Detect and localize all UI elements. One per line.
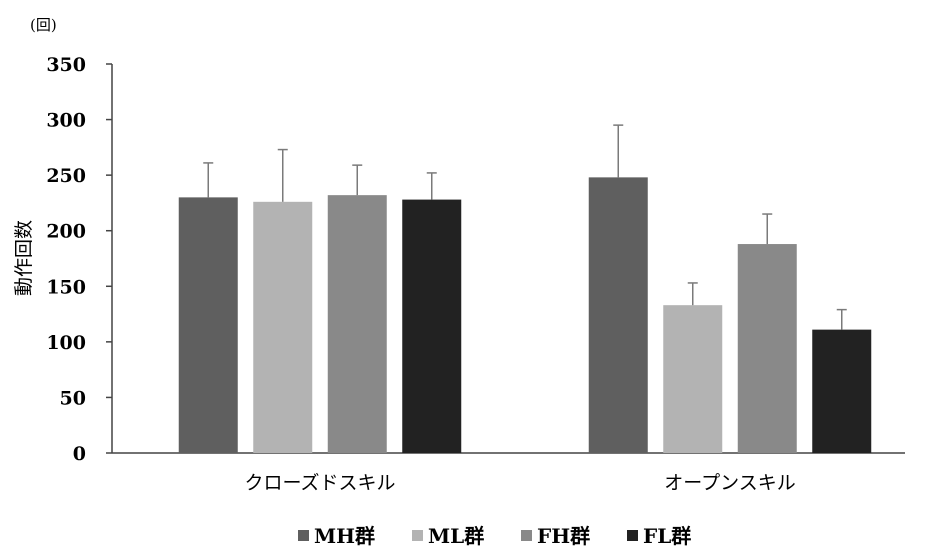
bar-FL群-オープンスキル (812, 329, 872, 453)
bar-FH群-オープンスキル (737, 244, 797, 453)
x-tick-label: クローズドスキル (244, 472, 395, 494)
y-tick-label: 250 (46, 165, 86, 187)
unit-label: (回) (30, 16, 57, 34)
legend-label: FH群 (537, 524, 590, 548)
legend-swatch (521, 530, 532, 541)
legend: MH群 ML群 FH群 FL群 (298, 524, 691, 548)
y-tick-label: 350 (46, 54, 86, 76)
y-tick-label: 150 (46, 276, 86, 298)
y-tick-label: 300 (46, 110, 86, 132)
legend-label: MH群 (314, 524, 375, 548)
legend-swatch (627, 530, 638, 541)
bar-ML群-クローズドスキル (253, 201, 313, 453)
bar-ML群-オープンスキル (663, 305, 723, 453)
bar-FH群-クローズドスキル (327, 195, 387, 454)
y-axis: 0 50 100 150 200 250 300 350 (46, 54, 112, 465)
legend-swatch (412, 530, 423, 541)
bar-MH群-オープンスキル (588, 177, 648, 453)
legend-swatch (298, 530, 309, 541)
x-tick-label: オープンスキル (664, 472, 795, 494)
bar-MH群-クローズドスキル (178, 197, 238, 453)
x-axis: クローズドスキル オープンスキル (244, 472, 795, 494)
legend-label: FL群 (643, 524, 691, 548)
bars-group (178, 124, 872, 454)
y-tick-label: 50 (60, 387, 86, 409)
y-tick-label: 0 (73, 443, 86, 465)
bar-FL群-クローズドスキル (402, 199, 462, 453)
y-axis-title: 動作回数 (13, 220, 35, 296)
y-tick-label: 200 (46, 221, 86, 243)
legend-label: ML群 (428, 524, 484, 548)
y-tick-label: 100 (46, 332, 86, 354)
